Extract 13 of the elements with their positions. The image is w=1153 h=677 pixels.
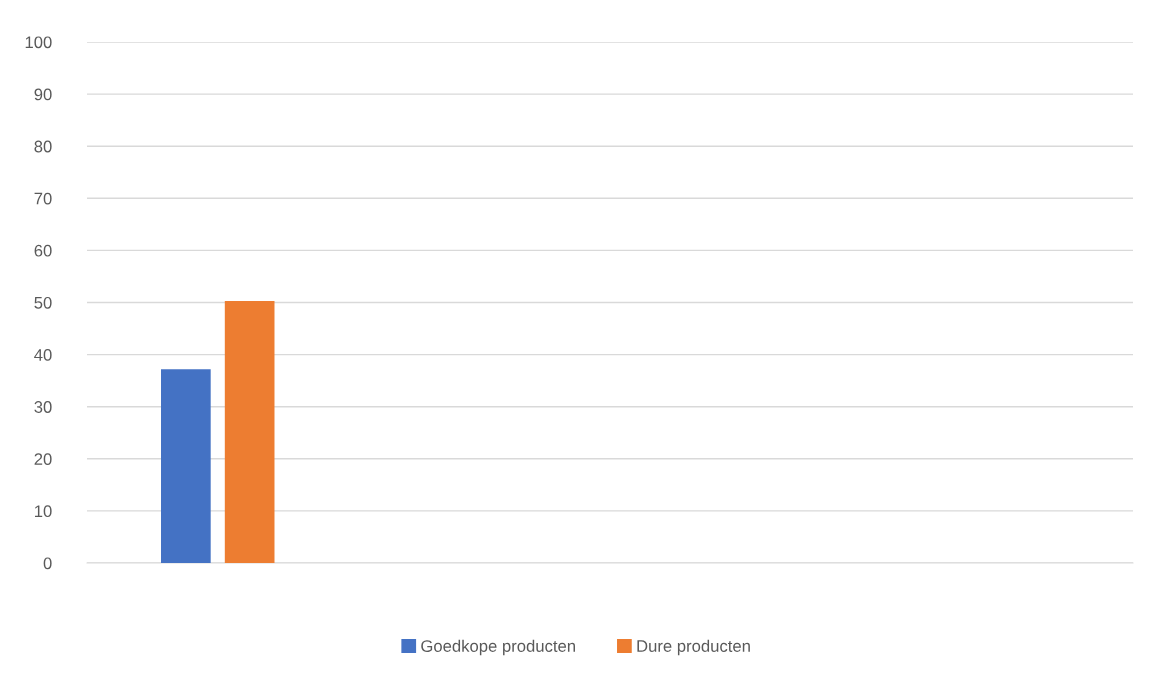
legend-label: Goedkope producten <box>421 639 575 656</box>
y-tick-label: 0 <box>43 557 52 570</box>
y-tick-label: 70 <box>34 192 52 205</box>
y-tick-label: 20 <box>34 453 52 465</box>
y-tick-label: 60 <box>34 244 52 257</box>
legend-label: Dure producten <box>637 639 750 656</box>
y-tick-label: 10 <box>35 505 52 518</box>
y-tick-label: 30 <box>34 401 52 413</box>
y-tick-label: 40 <box>34 349 52 361</box>
y-tick-label: 80 <box>34 140 52 153</box>
y-tick-label: 90 <box>34 88 52 101</box>
y-tick-label: 100 <box>25 36 52 49</box>
y-tick-label: 50 <box>34 296 52 309</box>
